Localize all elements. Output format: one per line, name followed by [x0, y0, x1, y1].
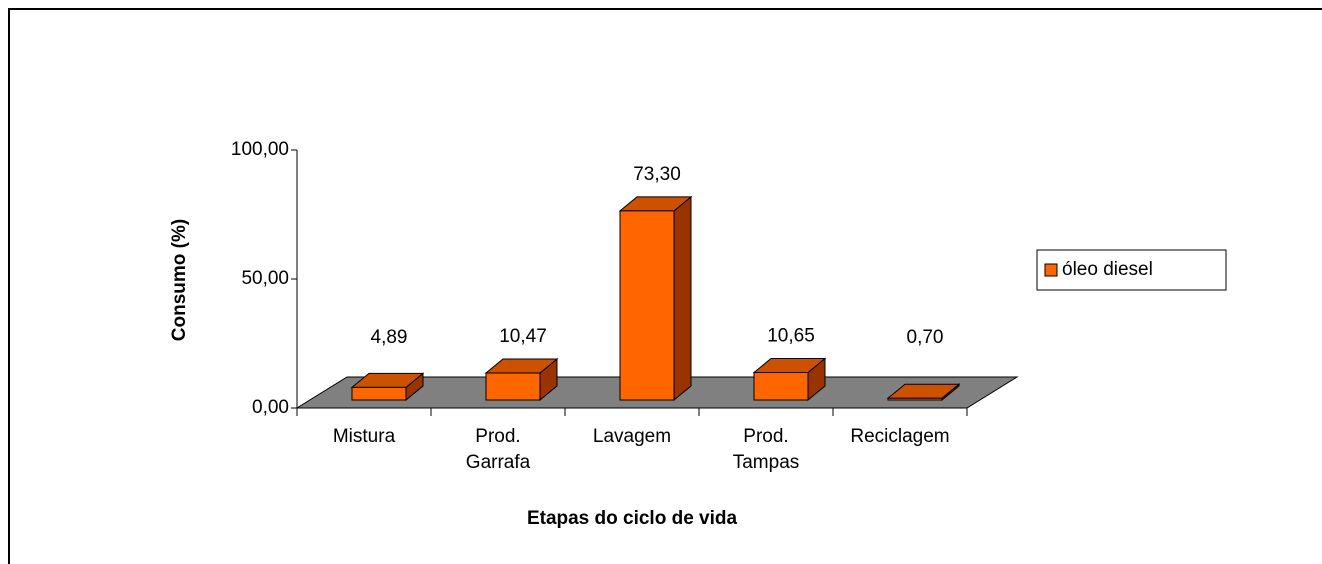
bar-front — [351, 386, 407, 401]
y-tick-label: 50,00 — [241, 268, 289, 289]
y-tick-label: 0,00 — [252, 397, 289, 418]
bar-side — [673, 195, 692, 402]
y-tick-label: 100,00 — [231, 139, 289, 160]
bar — [350, 372, 425, 402]
bar — [752, 357, 827, 402]
x-axis-title: Etapas do ciclo de vida — [527, 508, 738, 529]
bar-front — [753, 372, 809, 401]
x-tick-label: Prod. Tampas — [732, 426, 800, 473]
x-tick-label: Mistura — [332, 426, 396, 447]
x-tick-label: Prod. Garrafa — [465, 426, 531, 473]
value-label: 73,30 — [633, 164, 681, 185]
legend-box — [1036, 249, 1227, 291]
bar — [618, 195, 693, 402]
y-axis-title: Consumo (%) — [169, 219, 190, 341]
value-label: 10,47 — [499, 326, 547, 347]
bar — [484, 357, 559, 402]
value-label: 4,89 — [371, 327, 408, 348]
value-label: 0,70 — [907, 327, 944, 348]
legend-swatch — [1044, 263, 1058, 277]
bar-front — [619, 210, 675, 401]
value-label: 10,65 — [767, 326, 815, 347]
x-tick-label: Reciclagem — [850, 426, 950, 447]
bar — [886, 383, 961, 402]
legend-label: óleo diesel — [1062, 259, 1153, 280]
chart-frame — [8, 8, 1322, 564]
x-tick-label: Lavagem — [592, 426, 672, 447]
bar-front — [485, 372, 541, 401]
bar-front — [887, 397, 943, 401]
